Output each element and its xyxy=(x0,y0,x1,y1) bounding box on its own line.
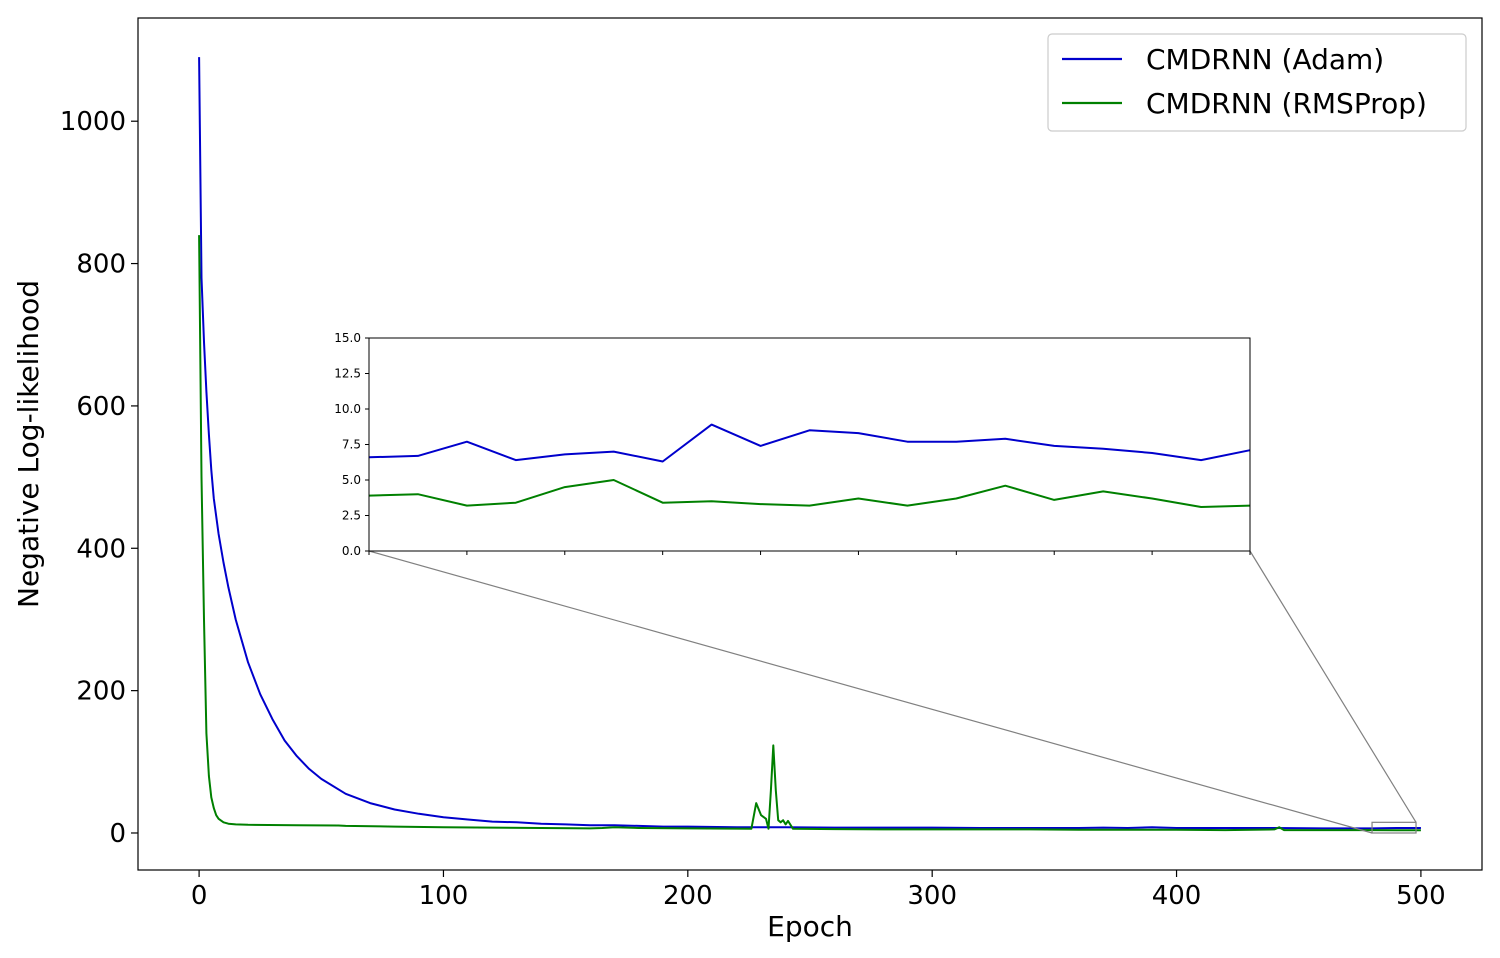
zoom-indicator xyxy=(368,550,1417,834)
inset-y-tick-label: 5.0 xyxy=(342,473,361,487)
x-tick-label: 100 xyxy=(419,881,469,911)
y-tick-label: 200 xyxy=(76,677,126,707)
inset-y-tick-label: 7.5 xyxy=(342,438,361,452)
zoom-connector-right xyxy=(1249,550,1417,823)
x-tick-label: 300 xyxy=(907,881,957,911)
inset-series-line-0 xyxy=(368,423,1251,463)
legend-box xyxy=(1047,33,1467,132)
y-tick-label: 0 xyxy=(109,819,126,849)
main-series-group xyxy=(198,57,1421,832)
inset-y-tick-label: 15.0 xyxy=(334,331,361,345)
series-line-1 xyxy=(198,235,1421,832)
x-tick-label: 0 xyxy=(191,881,208,911)
legend-label-rmsprop: CMDRNN (RMSProp) xyxy=(1146,87,1427,120)
x-tick-label: 500 xyxy=(1396,881,1446,911)
main-plot-frame xyxy=(137,17,1483,871)
inset-background xyxy=(369,338,1250,551)
y-tick-label: 800 xyxy=(76,250,126,280)
y-axis-ticks: 0 200 400 600 800 1000 xyxy=(60,107,138,849)
inset-series-group xyxy=(368,423,1251,508)
y-tick-label: 400 xyxy=(76,534,126,564)
zoom-region-box xyxy=(1371,821,1417,834)
y-axis-title: Negative Log-likelihood xyxy=(12,280,45,608)
inset-y-tick-label: 2.5 xyxy=(342,509,361,523)
y-tick-label: 1000 xyxy=(60,107,126,137)
x-axis-ticks: 0 100 200 300 400 500 xyxy=(191,870,1446,911)
inset-y-tick-label: 0.0 xyxy=(342,544,361,558)
series-line-0 xyxy=(198,57,1421,830)
inset-x-axis-ticks xyxy=(368,551,1251,555)
inset-series-line-1 xyxy=(368,479,1251,508)
legend: CMDRNN (Adam) CMDRNN (RMSProp) xyxy=(1047,33,1467,132)
legend-label-adam: CMDRNN (Adam) xyxy=(1146,43,1384,76)
x-axis-title: Epoch xyxy=(767,910,853,943)
x-tick-label: 200 xyxy=(663,881,713,911)
inset-y-tick-label: 10.0 xyxy=(334,402,361,416)
y-tick-label: 600 xyxy=(76,392,126,422)
x-tick-label: 400 xyxy=(1152,881,1202,911)
inset-plot: 0.0 2.5 5.0 7.5 10.0 12.5 15.0 xyxy=(334,331,1251,558)
inset-y-axis-ticks: 0.0 2.5 5.0 7.5 10.0 12.5 15.0 xyxy=(334,331,369,558)
inset-y-tick-label: 12.5 xyxy=(334,367,361,381)
inset-frame xyxy=(368,337,1251,552)
zoom-connector-left xyxy=(368,550,1373,834)
